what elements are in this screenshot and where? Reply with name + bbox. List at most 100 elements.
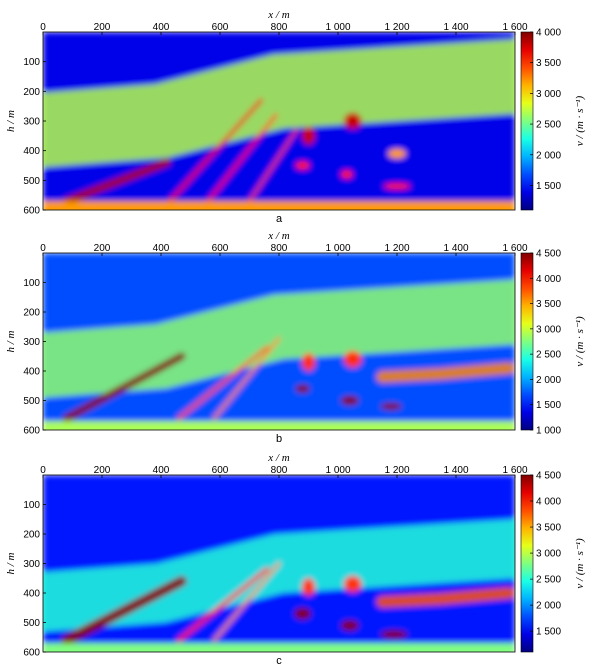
colorbar-tick-label: 4 000 bbox=[536, 28, 561, 39]
colorbar-tick-label: 3 000 bbox=[536, 549, 561, 560]
velocity-blob-8 bbox=[340, 395, 359, 406]
panel-label: b bbox=[276, 433, 282, 445]
y-tick-label: 200 bbox=[23, 308, 40, 319]
colorbar-tick-label: 1 500 bbox=[536, 627, 561, 638]
velocity-band-1 bbox=[43, 39, 515, 167]
colorbar-label: v / (m · s⁻¹) bbox=[574, 538, 586, 589]
x-tick-label: 1 400 bbox=[443, 465, 468, 476]
velocity-blob-11 bbox=[383, 183, 411, 190]
velocity-blob-9 bbox=[380, 402, 402, 410]
x-tick-label: 1 600 bbox=[502, 465, 527, 476]
velocity-streak-3 bbox=[168, 98, 264, 203]
velocity-band-1 bbox=[43, 519, 515, 632]
x-tick-label: 800 bbox=[271, 243, 288, 254]
x-axis-label: x / m bbox=[267, 452, 289, 464]
y-tick-label: 500 bbox=[23, 176, 40, 187]
velocity-streak-2 bbox=[62, 352, 186, 422]
x-axis-label: x / m bbox=[267, 9, 289, 21]
velocity-panel-a: 0 200 400 600 800 1 000 1 200 1 400 1 600 x / m 10… bbox=[5, 9, 586, 225]
x-tick-label: 0 bbox=[40, 22, 46, 33]
colorbar-tick-label: 3 000 bbox=[536, 324, 561, 335]
colorbar-tick-label: 2 500 bbox=[536, 575, 561, 586]
y-tick-label: 300 bbox=[23, 559, 40, 570]
velocity-layer-11 bbox=[43, 643, 515, 652]
velocity-blob-6 bbox=[302, 126, 315, 145]
x-tick-label: 600 bbox=[212, 465, 229, 476]
x-tick-label: 800 bbox=[271, 465, 288, 476]
velocity-blob-9 bbox=[380, 630, 408, 639]
y-tick-label: 200 bbox=[23, 87, 40, 98]
velocity-band-10 bbox=[376, 362, 515, 383]
colorbar bbox=[520, 31, 534, 211]
velocity-field bbox=[43, 475, 515, 652]
colorbar bbox=[520, 474, 534, 653]
velocity-streak-4 bbox=[212, 562, 281, 642]
colorbar bbox=[520, 252, 534, 431]
velocity-streak-3 bbox=[176, 567, 270, 643]
x-tick-label: 1 400 bbox=[443, 243, 468, 254]
colorbar-label: v / (m · s⁻¹) bbox=[574, 95, 586, 146]
velocity-band-10 bbox=[376, 587, 515, 608]
velocity-streak-4 bbox=[212, 337, 281, 420]
x-tick-label: 400 bbox=[153, 243, 170, 254]
colorbar-tick-label: 3 000 bbox=[536, 89, 561, 100]
colorbar-tick-label: 1 000 bbox=[536, 426, 561, 437]
y-tick-label: 500 bbox=[23, 396, 40, 407]
velocity-blob-7 bbox=[295, 384, 310, 393]
x-tick-label: 1 600 bbox=[502, 22, 527, 33]
colorbar-tick-label: 1 500 bbox=[536, 181, 561, 192]
panel-label: c bbox=[276, 655, 282, 667]
x-tick-label: 1 600 bbox=[502, 243, 527, 254]
velocity-blob-6 bbox=[343, 575, 362, 593]
colorbar-tick-label: 1 500 bbox=[536, 400, 561, 411]
velocity-blob-10 bbox=[388, 148, 406, 159]
y-tick-label: 300 bbox=[23, 117, 40, 128]
colorbar-tick-label: 4 000 bbox=[536, 497, 561, 508]
x-tick-label: 600 bbox=[212, 22, 229, 33]
velocity-streak-2 bbox=[62, 158, 171, 205]
x-tick-label: 200 bbox=[94, 22, 111, 33]
x-tick-label: 200 bbox=[94, 465, 111, 476]
y-tick-label: 400 bbox=[23, 367, 40, 378]
y-tick-label: 600 bbox=[23, 426, 40, 437]
colorbar-tick-label: 3 500 bbox=[536, 58, 561, 69]
panel-label: a bbox=[276, 213, 283, 225]
velocity-blob-7 bbox=[294, 607, 311, 620]
colorbar-tick-label: 4 500 bbox=[536, 471, 561, 482]
x-tick-label: 1 200 bbox=[384, 22, 409, 33]
velocity-blob-9 bbox=[340, 170, 353, 179]
colorbar-tick-label: 2 000 bbox=[536, 601, 561, 612]
x-axis-label: x / m bbox=[267, 230, 289, 242]
x-tick-label: 1 400 bbox=[443, 22, 468, 33]
y-tick-label: 300 bbox=[23, 337, 40, 348]
y-axis-label: h / m bbox=[5, 110, 17, 132]
y-axis-label: h / m bbox=[5, 552, 17, 574]
y-tick-label: 100 bbox=[23, 278, 40, 289]
velocity-layer-11 bbox=[43, 421, 515, 430]
x-tick-label: 400 bbox=[153, 22, 170, 33]
velocity-blob-7 bbox=[343, 112, 362, 130]
y-tick-label: 400 bbox=[23, 589, 40, 600]
x-tick-label: 0 bbox=[40, 243, 46, 254]
x-tick-label: 1 200 bbox=[384, 465, 409, 476]
velocity-streak-2 bbox=[61, 576, 187, 646]
velocity-field bbox=[43, 253, 515, 430]
x-tick-label: 600 bbox=[212, 243, 229, 254]
velocity-panel-c: 0 200 400 600 800 1 000 1 200 1 400 1 600 x / m 10… bbox=[5, 452, 586, 667]
velocity-blob-8 bbox=[340, 620, 359, 631]
velocity-band-1 bbox=[43, 279, 515, 398]
x-tick-label: 1 000 bbox=[325, 243, 350, 254]
colorbar-label: v / (m · s⁻¹) bbox=[574, 316, 586, 367]
velocity-streak-3 bbox=[176, 345, 269, 420]
velocity-panel-b: 0 200 400 600 800 1 000 1 200 1 400 1 600 x / m 10… bbox=[5, 230, 586, 445]
colorbar-tick-label: 3 500 bbox=[536, 299, 561, 310]
y-tick-label: 100 bbox=[23, 500, 40, 511]
y-tick-label: 600 bbox=[23, 206, 40, 217]
velocity-blob-5 bbox=[302, 578, 315, 596]
y-tick-label: 600 bbox=[23, 648, 40, 659]
velocity-layer-12 bbox=[43, 201, 515, 210]
velocity-field bbox=[43, 32, 515, 210]
x-tick-label: 1 200 bbox=[384, 243, 409, 254]
x-tick-label: 0 bbox=[40, 465, 46, 476]
